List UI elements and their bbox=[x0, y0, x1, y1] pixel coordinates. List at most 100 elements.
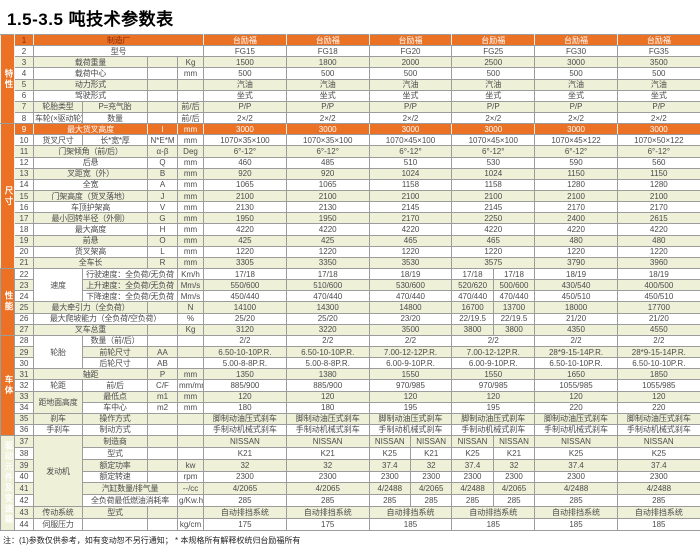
value-cell: 6.50-10-10P.R. bbox=[534, 357, 618, 370]
unit-cell bbox=[176, 506, 205, 519]
value-cell: 285 bbox=[203, 494, 287, 508]
value-cell: 2145 bbox=[368, 201, 453, 214]
value-cell: 2/2 bbox=[616, 334, 700, 347]
value-cell: 430/540 bbox=[534, 279, 618, 292]
param-name-cell: 最小回转半径（外侧） bbox=[33, 212, 148, 225]
unit-cell: mm bbox=[176, 245, 205, 258]
table-row: 25 最大牵引力（全负荷） N 14100 14300 14800 16700 13700 18… bbox=[1, 301, 700, 314]
value-cell: 450/510 bbox=[616, 290, 700, 303]
value-cell: 21/20 bbox=[616, 312, 700, 325]
value-cell: 2130 bbox=[285, 201, 370, 214]
table-row: 30 后轮尺寸 AB 5.00-8-8P.R. 5.00-8-8P.R. 6.00-9-1… bbox=[1, 357, 700, 370]
table-row: 23 上升速度：全负荷/无负荷 Mm/s 550/600 510/600 530/600 5… bbox=[1, 279, 700, 292]
unit-cell: 前/后 bbox=[176, 100, 205, 113]
param-name-cell: 下降速度：全负荷/无负荷 bbox=[82, 290, 178, 303]
value-cell: 1950 bbox=[285, 212, 370, 225]
value-cell: 120 bbox=[534, 390, 618, 403]
group-label: 性能 bbox=[4, 291, 14, 313]
value-cell: 1550 bbox=[451, 368, 536, 381]
value-cell: 530 bbox=[451, 156, 536, 169]
param-name-cell bbox=[82, 517, 148, 532]
value-cell: 220 bbox=[534, 401, 618, 414]
row-number-cell: 4 bbox=[14, 67, 34, 80]
value-cell: 自动排挡系统 bbox=[285, 506, 370, 519]
symbol-cell bbox=[147, 435, 178, 448]
value-cell: 37.4 bbox=[451, 458, 494, 472]
unit-cell: Kg bbox=[176, 323, 205, 336]
value-cell: 1280 bbox=[616, 178, 700, 191]
value-cell: 3000 bbox=[616, 123, 700, 136]
param-name-cell: 轴距 bbox=[33, 368, 148, 381]
value-cell: 285 bbox=[368, 494, 411, 508]
value-cell: 2300 bbox=[451, 470, 494, 484]
param-name-cell: 制动方式 bbox=[82, 423, 148, 437]
value-cell: 手制动机械式刹车 bbox=[616, 423, 700, 437]
value-cell: K21 bbox=[492, 446, 536, 460]
value-cell: P/P bbox=[285, 100, 370, 113]
table-row: 尺寸 9 最大货叉高度 l mm 3000 3000 3000 3000 3000 3000 bbox=[0, 123, 700, 269]
value-cell: 2615 bbox=[616, 212, 700, 225]
value-cell: 2100 bbox=[203, 189, 287, 203]
value-cell: 2300 bbox=[409, 470, 453, 484]
value-cell: P/P bbox=[451, 100, 536, 113]
symbol-cell: AA bbox=[147, 345, 178, 359]
param-name-cell: 上升速度：全负荷/无负荷 bbox=[82, 279, 178, 292]
unit-cell bbox=[176, 435, 205, 448]
value-cell: 自动排挡系统 bbox=[203, 506, 287, 519]
value-cell: 1158 bbox=[368, 178, 453, 191]
param-group-cell: 轮距 bbox=[33, 379, 83, 392]
table-row: 4 载荷中心 mm 500 500 500 500 500 500 bbox=[1, 67, 700, 80]
value-cell: 2/2 bbox=[534, 334, 618, 347]
value-cell: 4350 bbox=[534, 323, 618, 336]
unit-cell: kw bbox=[176, 458, 205, 472]
row-number-cell: 10 bbox=[14, 134, 34, 147]
row-number-cell: 33 bbox=[14, 390, 34, 403]
value-cell: 2250 bbox=[451, 212, 536, 225]
param-group-cell: 发动机 bbox=[33, 435, 83, 508]
param-group-cell: 车轮(×驱动轮) bbox=[33, 111, 83, 125]
value-cell: 自动排挡系统 bbox=[451, 506, 536, 519]
value-cell: 6.00-9-10P.R. bbox=[451, 357, 536, 370]
value-cell: 自动排挡系统 bbox=[534, 506, 618, 519]
symbol-cell bbox=[147, 56, 178, 69]
unit-cell: mm bbox=[176, 201, 205, 214]
row-number-cell: 17 bbox=[14, 212, 34, 225]
table-row: 5 动力形式 汽油 汽油 汽油 汽油 汽油 汽油 bbox=[1, 78, 700, 91]
value-cell: 6.50-10-10P.R. bbox=[616, 357, 700, 370]
value-cell: 500 bbox=[285, 67, 370, 80]
value-cell: 4/2488 bbox=[368, 482, 411, 496]
row-number-cell: 29 bbox=[14, 345, 34, 359]
unit-cell: mm bbox=[176, 123, 205, 136]
param-name-cell: 型式 bbox=[82, 446, 148, 460]
value-cell: 510/600 bbox=[285, 279, 370, 292]
value-cell: 3000 bbox=[203, 123, 287, 136]
param-name-cell: 制造厂 bbox=[32, 33, 205, 47]
unit-cell bbox=[176, 357, 205, 370]
value-cell: 汽油 bbox=[285, 78, 370, 91]
value-cell: 1220 bbox=[285, 245, 370, 258]
value-cell: 2145 bbox=[451, 201, 536, 214]
value-cell: 台励福 bbox=[616, 33, 700, 47]
value-cell: 3000 bbox=[534, 56, 618, 69]
param-group-cell: 传动系统 bbox=[33, 506, 83, 519]
group-label-cell: 尺寸 bbox=[0, 123, 15, 269]
value-cell: 425 bbox=[203, 234, 287, 247]
value-cell: 脚制动油压式刹车 bbox=[451, 412, 536, 425]
value-cell: 18000 bbox=[534, 301, 618, 314]
unit-cell: Kg bbox=[176, 56, 205, 69]
value-cell: 1350 bbox=[203, 368, 287, 381]
value-cell: 220 bbox=[616, 401, 700, 414]
table-row: 32轮距前/后C/Fmm/mm885/900885/900970/985970/… bbox=[1, 379, 700, 392]
value-cell: 脚制动油压式刹车 bbox=[285, 412, 370, 425]
value-cell: 470/440 bbox=[368, 290, 453, 303]
unit-cell: mm bbox=[176, 390, 205, 403]
row-number-cell: 16 bbox=[14, 201, 34, 214]
value-cell: 470/440 bbox=[492, 290, 536, 303]
symbol-cell: L bbox=[147, 245, 178, 258]
symbol-cell: O bbox=[147, 234, 178, 247]
value-cell: 6°-12° bbox=[203, 145, 287, 158]
